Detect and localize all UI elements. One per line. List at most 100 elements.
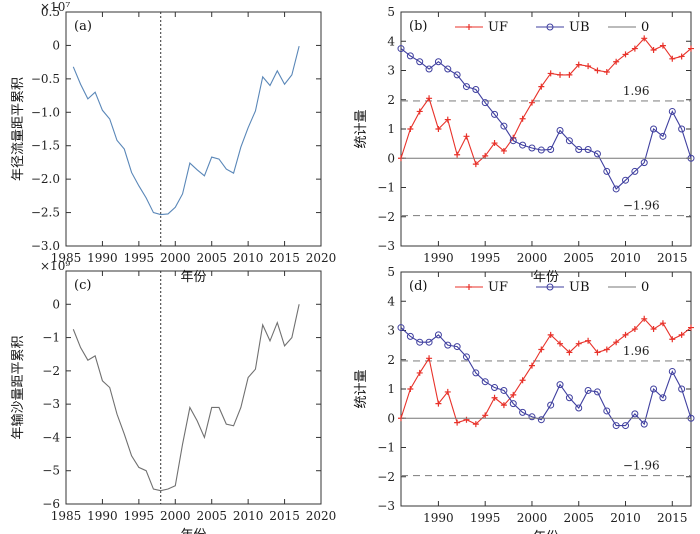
data-point-ub xyxy=(397,45,405,53)
x-tick-label: 1985 xyxy=(51,251,82,265)
data-point-uf xyxy=(557,71,564,78)
y-tick-label: −1 xyxy=(377,181,395,195)
data-point-ub xyxy=(453,71,461,79)
data-point-uf xyxy=(575,61,582,68)
series-line-ub xyxy=(400,48,692,190)
data-point-ub xyxy=(622,422,630,430)
data-point-ub xyxy=(491,384,499,392)
data-point-uf xyxy=(659,320,666,327)
x-tick-label: 2000 xyxy=(160,251,191,265)
data-point-uf xyxy=(472,161,479,168)
data-point-uf xyxy=(650,326,657,333)
y-tick-label: −5 xyxy=(42,464,60,478)
legend-marker xyxy=(546,283,554,291)
data-point-ub xyxy=(444,65,452,73)
x-tick-label: 2015 xyxy=(657,511,688,525)
panel-label: (b) xyxy=(409,19,427,34)
data-point-uf xyxy=(463,416,470,423)
data-point-ub xyxy=(528,413,536,421)
data-point-ub xyxy=(640,159,648,167)
data-point-ub xyxy=(650,125,658,133)
data-point-ub xyxy=(528,144,536,152)
data-point-uf xyxy=(688,324,694,331)
x-tick-label: 1995 xyxy=(470,511,501,525)
series-line-ub xyxy=(400,327,692,427)
y-axis-label: 统计量 xyxy=(354,369,369,408)
y-tick-label: 3 xyxy=(387,64,395,78)
y-tick-label: −3 xyxy=(377,239,395,253)
series-line-main xyxy=(72,45,300,216)
data-point-ub xyxy=(678,125,686,133)
legend-label: UF xyxy=(488,280,508,295)
reference-line-label: −1.96 xyxy=(623,459,660,473)
data-point-ub xyxy=(491,110,499,118)
data-point-uf xyxy=(613,339,620,346)
data-point-uf xyxy=(454,151,461,158)
y-tick-label: −6 xyxy=(42,497,60,511)
reference-line-label: 1.96 xyxy=(623,344,650,358)
data-point-uf xyxy=(659,42,666,49)
x-axis-label: 年份 xyxy=(533,270,559,285)
data-point-uf xyxy=(622,331,629,338)
data-point-uf xyxy=(538,346,545,353)
y-tick-label: −1 xyxy=(42,331,60,345)
panel-label: (a) xyxy=(74,19,92,34)
y-tick-label: 0 xyxy=(387,151,395,165)
data-point-uf xyxy=(435,126,442,132)
data-point-ub xyxy=(500,386,508,394)
y-tick-label: −3.0 xyxy=(31,239,60,253)
series-line-uf xyxy=(400,317,692,425)
data-point-uf xyxy=(547,70,554,77)
x-tick-label: 2000 xyxy=(160,509,191,523)
data-point-uf xyxy=(435,400,442,407)
y-tick-label: 2 xyxy=(387,353,395,367)
data-point-ub xyxy=(659,394,667,402)
y-tick-label: 0 xyxy=(387,411,395,425)
series-line-uf xyxy=(400,37,692,166)
legend-label: 0 xyxy=(641,20,649,35)
x-tick-label: 2010 xyxy=(610,511,641,525)
x-tick-label: 2010 xyxy=(233,509,264,523)
y-tick-label: −3 xyxy=(42,397,60,411)
x-axis-label: 年份 xyxy=(533,530,559,534)
y-tick-label: 4 xyxy=(387,294,395,308)
data-point-uf xyxy=(426,355,433,362)
x-tick-label: 2010 xyxy=(610,251,641,265)
x-tick-label: 1995 xyxy=(470,251,501,265)
data-point-uf xyxy=(603,346,610,353)
legend-marker xyxy=(466,284,472,290)
legend: UF UB 0 xyxy=(455,20,649,35)
data-point-uf xyxy=(482,412,489,419)
data-point-ub xyxy=(547,401,555,409)
data-point-ub xyxy=(603,407,611,415)
data-point-ub xyxy=(640,420,648,428)
data-point-ub xyxy=(481,99,489,107)
y-tick-label: −2.5 xyxy=(31,206,60,220)
y-tick-label: −4 xyxy=(42,430,60,444)
data-point-uf xyxy=(416,108,423,115)
data-point-uf xyxy=(510,391,517,398)
data-point-ub xyxy=(537,146,545,154)
x-axis-label: 年份 xyxy=(180,528,206,534)
data-point-ub xyxy=(631,410,639,418)
data-point-ub xyxy=(584,386,592,394)
data-point-ub xyxy=(668,367,676,375)
data-point-ub xyxy=(668,107,676,115)
exponent-label: ×10⁷ xyxy=(40,0,70,14)
data-point-ub xyxy=(462,83,470,91)
y-tick-label: 0 xyxy=(52,297,60,311)
data-point-ub xyxy=(612,422,620,430)
data-point-uf xyxy=(454,419,461,426)
data-point-uf xyxy=(631,45,638,52)
x-tick-label: 2020 xyxy=(306,509,337,523)
data-point-uf xyxy=(613,58,620,65)
y-tick-label: 3 xyxy=(387,324,395,338)
data-point-ub xyxy=(434,58,442,66)
data-point-ub xyxy=(593,150,601,158)
series-line-main xyxy=(72,304,300,492)
data-point-ub xyxy=(434,331,442,339)
x-tick-label: 1985 xyxy=(51,509,82,523)
data-point-uf xyxy=(622,51,629,58)
data-point-uf xyxy=(528,99,535,106)
